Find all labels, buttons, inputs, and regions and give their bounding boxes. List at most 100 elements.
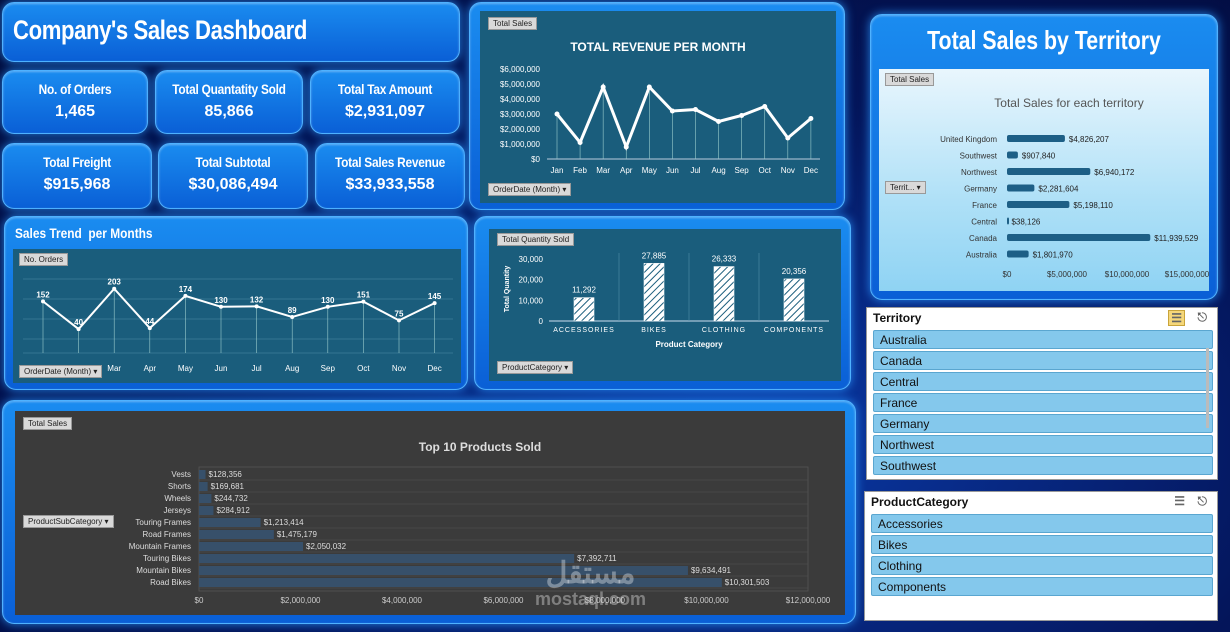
x-tick-label: Jul	[690, 166, 700, 175]
kpi-label: No. of Orders	[38, 81, 112, 97]
bar	[199, 578, 722, 587]
data-label: 174	[179, 285, 193, 294]
data-label: $38,126	[1011, 218, 1040, 227]
category-slicer-header: ProductCategory ☰ ⎋	[865, 492, 1217, 512]
bar	[1007, 168, 1091, 175]
kpi-label: Total Freight	[43, 154, 111, 170]
category-slicer-items: Accessories Bikes Clothing Components	[865, 514, 1217, 596]
bar	[199, 566, 688, 575]
bar	[1007, 184, 1035, 192]
territory-slicer-item-canada[interactable]: Canada	[873, 351, 1213, 370]
bar	[713, 266, 735, 322]
slicer-scrollbar[interactable]	[1206, 348, 1209, 428]
kpi-label: Total Sales Revenue	[334, 154, 446, 170]
x-tick-label: $4,000,000	[382, 596, 423, 605]
territory-panel: Total Sales by Territory Total Sales Tot…	[870, 14, 1218, 300]
kpi-revenue[interactable]: Total Sales Revenue $33,933,558	[315, 143, 465, 209]
data-point	[739, 113, 745, 118]
territory-slicer-items: Australia Canada Central France Germany North…	[867, 330, 1217, 475]
territory-slicer-item-southwest[interactable]: Southwest	[873, 456, 1213, 475]
products-bar-chart: Top 10 Products Sold Vests $128,356 Shorts $…	[129, 440, 831, 605]
trend-month-filter[interactable]: OrderDate (Month)	[19, 365, 103, 378]
data-label: 130	[321, 296, 335, 305]
kpi-value: 85,866	[204, 103, 254, 120]
category-slicer-item-clothing[interactable]: Clothing	[871, 556, 1213, 575]
quantity-bar-chart: 0 10,000 20,000 30,000 11,292 ACCESSORIES 27,8…	[504, 251, 829, 349]
y-tick-label: Canada	[969, 234, 998, 243]
data-point	[432, 301, 437, 306]
territory-slicer-header: Territory ☰ ⎋	[867, 308, 1217, 328]
kpi-label: Total Subtotal	[195, 154, 271, 170]
category-slicer-item-components[interactable]: Components	[871, 577, 1213, 596]
kpi-freight[interactable]: Total Freight $915,968	[2, 143, 152, 209]
trend-field-tag[interactable]: No. Orders	[19, 253, 69, 266]
kpi-orders[interactable]: No. of Orders 1,465	[2, 70, 148, 134]
data-label: $244,732	[214, 494, 248, 503]
territory-slicer-item-australia[interactable]: Australia	[873, 330, 1213, 349]
multi-select-icon[interactable]: ☰	[1174, 494, 1185, 508]
data-point	[692, 107, 698, 112]
trend-chart-area: No. Orders 152Jan40Feb203Mar44Apr174May1…	[13, 249, 461, 383]
revenue-field-tag[interactable]: Total Sales	[488, 17, 538, 30]
territory-field-tag[interactable]: Total Sales	[885, 73, 935, 86]
x-tick-label: Sep	[321, 364, 336, 373]
clear-filter-icon[interactable]: ⎋	[1197, 494, 1208, 508]
kpi-quantity[interactable]: Total Quantatity Sold 85,866	[155, 70, 303, 134]
x-tick-label: Oct	[357, 364, 370, 373]
y-tick-label: $1,000,000	[500, 140, 541, 149]
data-label: 89	[288, 306, 297, 315]
territory-slicer-item-germany[interactable]: Germany	[873, 414, 1213, 433]
data-point	[219, 304, 223, 309]
orders-series-line	[42, 287, 436, 331]
territory-slicer-item-france[interactable]: France	[873, 393, 1213, 412]
kpi-value: $30,086,494	[188, 176, 278, 193]
y-tick-label: $4,000,000	[500, 95, 541, 104]
y-tick-label: Vests	[171, 470, 191, 479]
data-point	[716, 119, 722, 124]
territory-slicer-item-central[interactable]: Central	[873, 372, 1213, 391]
x-tick-label: $8,000,000	[585, 596, 626, 605]
products-field-tag[interactable]: Total Sales	[23, 417, 73, 430]
data-label: 44	[145, 317, 154, 326]
x-tick-label: Sep	[735, 166, 750, 175]
category-slicer-item-accessories[interactable]: Accessories	[871, 514, 1213, 533]
data-point	[762, 104, 768, 109]
territory-filter[interactable]: Territ...	[885, 181, 926, 194]
kpi-subtotal[interactable]: Total Subtotal $30,086,494	[158, 143, 308, 209]
x-tick-label: CLOTHING	[702, 327, 746, 334]
x-tick-label: Jul	[251, 364, 261, 373]
y-tick-label: 10,000	[519, 296, 544, 305]
quantity-chart-area: Total Quantity Sold 0 10,000 20,000 30,000 1…	[489, 229, 841, 381]
x-axis-title: Product Category	[655, 340, 723, 349]
category-filter[interactable]: ProductCategory	[497, 361, 574, 374]
y-tick-label: Road Bikes	[150, 578, 191, 587]
data-label: 75	[395, 309, 404, 318]
data-point	[646, 84, 652, 90]
x-tick-label: $2,000,000	[280, 596, 321, 605]
data-point	[41, 299, 45, 304]
x-tick-label: BIKES	[641, 327, 667, 334]
chart-title: TOTAL REVENUE PER MONTH	[570, 40, 745, 54]
quantity-field-tag[interactable]: Total Quantity Sold	[497, 233, 575, 246]
y-tick-label: Jerseys	[163, 506, 191, 515]
subcategory-filter[interactable]: ProductSubCategory	[23, 515, 114, 528]
category-slicer-item-bikes[interactable]: Bikes	[871, 535, 1213, 554]
data-label: 40	[74, 318, 83, 327]
kpi-tax[interactable]: Total Tax Amount $2,931,097	[310, 70, 460, 134]
data-point	[112, 286, 117, 291]
clear-filter-icon[interactable]: ⎋	[1197, 310, 1208, 324]
revenue-month-filter[interactable]: OrderDate (Month)	[488, 183, 572, 196]
y-axis-title: Total Quantity	[504, 266, 511, 313]
bar	[783, 278, 805, 322]
watermark-text: mostaql.com	[535, 589, 647, 609]
revenue-line-chart: TOTAL REVENUE PER MONTH $0 $1,000,000 $2,00…	[500, 40, 820, 175]
multi-select-icon[interactable]: ☰	[1168, 310, 1185, 326]
data-label: $5,198,110	[1073, 201, 1113, 210]
y-tick-label: Road Frames	[143, 530, 191, 539]
territory-slicer-item-northwest[interactable]: Northwest	[873, 435, 1213, 454]
x-tick-label: Feb	[573, 166, 587, 175]
x-tick-label: ACCESSORIES	[553, 327, 615, 334]
data-label: $2,281,604	[1038, 185, 1079, 194]
data-label: $4,826,207	[1069, 135, 1110, 144]
products-panel: Total Sales Top 10 Products Sold Vests $12…	[2, 400, 856, 624]
